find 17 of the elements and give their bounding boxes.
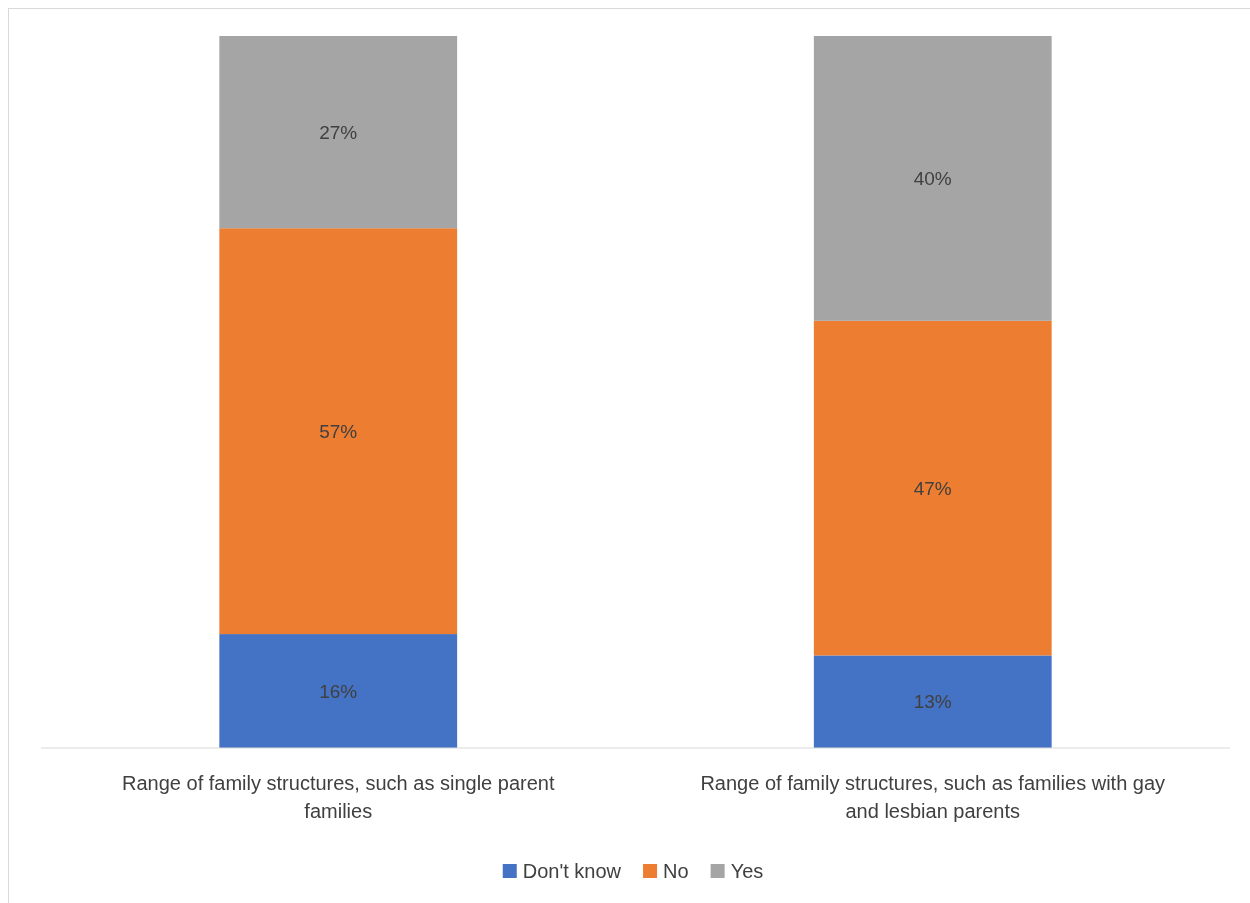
legend-label: Yes — [730, 860, 764, 882]
legend-label: No — [663, 860, 689, 882]
bar — [219, 36, 458, 229]
bar — [219, 228, 458, 635]
data-label: 13% — [913, 691, 952, 713]
data-label: 40% — [913, 167, 952, 189]
data-label: 27% — [319, 121, 358, 143]
x-tick-label: Range of family structures, such as families with gay and lesbian parents — [700, 772, 1166, 822]
legend-label: Don't know — [522, 860, 622, 882]
bar — [813, 36, 1052, 321]
x-tick-label: Range of family structures, such as single parent families — [122, 772, 555, 822]
bar — [813, 655, 1052, 748]
data-label: 16% — [319, 680, 358, 702]
data-label: 47% — [913, 477, 952, 499]
bar — [219, 634, 458, 748]
data-label: 57% — [319, 420, 358, 442]
bar — [813, 320, 1052, 656]
